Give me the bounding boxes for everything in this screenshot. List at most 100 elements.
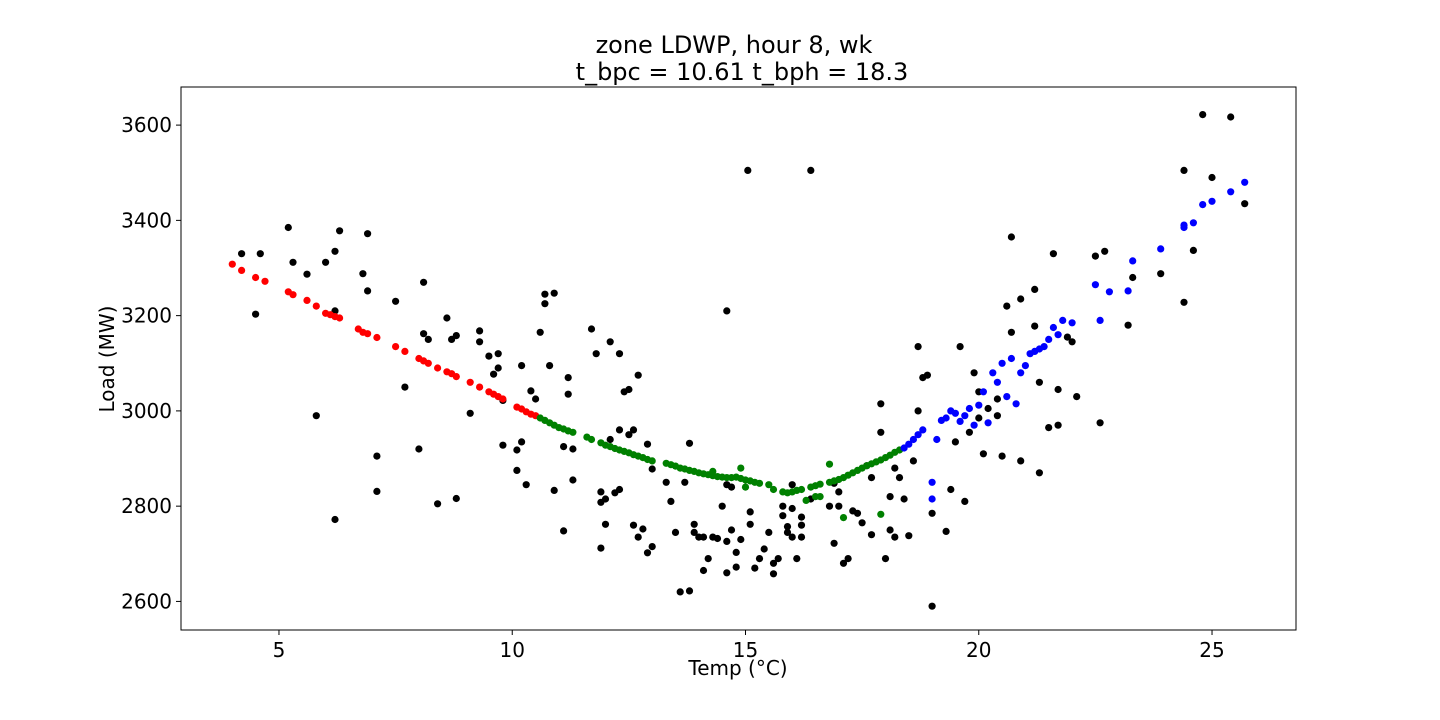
data-point: [727, 483, 736, 491]
x-axis-label: Temp (°C): [687, 656, 787, 680]
data-point: [1180, 223, 1188, 232]
data-point: [1045, 335, 1053, 343]
y-axis: 2600 2800 3000 3200 3400 3600: [121, 113, 181, 613]
data-point: [816, 493, 824, 501]
data-point: [476, 338, 484, 346]
data-point: [1208, 197, 1216, 205]
data-point: [867, 531, 876, 539]
y-tick-label: 3200: [121, 304, 172, 328]
data-point: [1068, 338, 1076, 346]
data-point: [289, 291, 297, 299]
data-point: [853, 509, 862, 517]
data-point: [476, 327, 484, 335]
data-point: [909, 457, 918, 465]
data-point: [560, 527, 568, 535]
data-point: [359, 270, 367, 278]
data-point: [704, 555, 712, 563]
data-point: [569, 445, 577, 453]
data-point: [713, 534, 722, 543]
data-point: [881, 555, 890, 563]
data-point: [858, 519, 866, 527]
data-point: [364, 330, 372, 338]
data-point: [601, 520, 610, 528]
data-point: [751, 564, 759, 572]
data-point: [797, 533, 806, 541]
data-point: [984, 404, 992, 413]
data-point: [732, 563, 740, 571]
data-point: [690, 520, 698, 528]
data-point: [648, 457, 656, 465]
data-point: [625, 385, 633, 394]
data-point: [322, 258, 330, 266]
data-point: [1091, 252, 1099, 260]
data-point: [1227, 113, 1235, 121]
data-point: [942, 414, 950, 422]
data-point: [774, 555, 782, 563]
data-point: [975, 414, 983, 422]
data-point: [891, 533, 899, 541]
data-point: [373, 452, 381, 460]
data-point: [970, 369, 978, 377]
data-point: [550, 486, 558, 494]
data-point: [499, 395, 507, 403]
data-point: [494, 364, 502, 372]
chart-subtitle: t_bpc = 10.61 t_bph = 18.3: [576, 58, 909, 86]
data-point: [877, 428, 885, 436]
x-tick-label: 10: [500, 638, 525, 662]
data-point: [1208, 173, 1216, 182]
data-point: [1073, 393, 1081, 401]
data-point: [793, 555, 801, 563]
data-point: [900, 495, 908, 503]
data-point: [746, 508, 754, 516]
data-point: [1199, 201, 1207, 209]
data-point: [1180, 298, 1188, 306]
data-point: [769, 559, 778, 567]
data-point: [877, 400, 885, 408]
data-point: [1035, 378, 1043, 386]
data-point: [625, 431, 633, 439]
data-point: [550, 289, 558, 297]
data-point: [1157, 270, 1165, 278]
x-axis: 5 10 15 20 25: [273, 630, 1225, 662]
data-point: [835, 488, 843, 496]
data-point: [755, 479, 764, 487]
data-point: [965, 404, 974, 413]
x-tick-label: 15: [733, 638, 758, 662]
data-point: [601, 495, 610, 503]
data-point: [629, 426, 638, 434]
y-tick-label: 3000: [121, 399, 172, 423]
data-point: [569, 476, 577, 484]
data-point: [933, 435, 941, 444]
data-point: [1199, 111, 1207, 119]
y-axis-label: Load (MW): [95, 306, 119, 413]
data-point: [891, 464, 899, 472]
data-point: [1227, 188, 1235, 196]
data-point: [914, 407, 922, 415]
data-point: [401, 347, 409, 355]
data-point: [1129, 273, 1137, 282]
data-point: [513, 446, 521, 454]
data-point: [252, 273, 260, 282]
data-point: [919, 426, 927, 434]
data-point: [629, 521, 638, 529]
data-point: [681, 478, 689, 486]
data-point: [1054, 331, 1062, 339]
data-point: [732, 548, 740, 557]
data-point: [615, 485, 624, 494]
data-point: [802, 496, 810, 504]
data-point: [979, 388, 988, 396]
data-point: [261, 277, 269, 285]
data-point: [741, 483, 750, 491]
data-point: [634, 533, 642, 541]
data-point: [961, 497, 969, 505]
data-point: [1059, 316, 1067, 324]
data-point: [256, 250, 264, 258]
data-point: [1189, 219, 1197, 227]
data-point: [998, 359, 1006, 367]
data-point: [1045, 424, 1053, 432]
data-point: [886, 526, 894, 534]
data-point: [816, 480, 824, 488]
data-point: [615, 350, 624, 358]
data-point: [587, 435, 596, 444]
